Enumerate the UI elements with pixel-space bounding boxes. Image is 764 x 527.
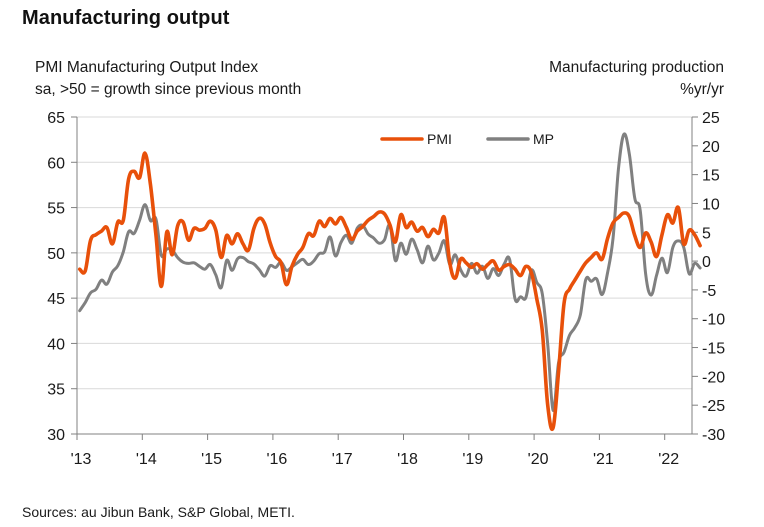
right-axis-tick-label: 25 — [702, 110, 720, 127]
right-axis-tick-label: -5 — [702, 283, 716, 300]
legend-label-mp: MP — [533, 131, 554, 147]
left-axis-tick-label: 65 — [47, 110, 65, 127]
x-axis-tick-label: '22 — [658, 451, 679, 468]
legend-label-pmi: PMI — [427, 131, 452, 147]
legend-item-pmi: PMI — [380, 131, 452, 147]
right-axis-subtitle-line-2: %yr/yr — [680, 81, 724, 98]
left-axis-subtitle-line-1: PMI Manufacturing Output Index — [35, 59, 259, 76]
x-axis-tick-label: '20 — [528, 451, 549, 468]
x-axis-tick-label: '18 — [397, 451, 418, 468]
legend: PMI MP — [380, 131, 554, 147]
right-axis-tick-label: -15 — [702, 341, 725, 358]
x-axis-tick-label: '21 — [593, 451, 614, 468]
series-line-pmi — [77, 151, 702, 431]
right-axis-tick-label: -30 — [702, 427, 725, 444]
x-axis-tick-label: '13 — [71, 451, 92, 468]
right-axis-tick-label: 10 — [702, 196, 720, 213]
series-line-mp — [78, 132, 702, 412]
left-axis-tick-label: 40 — [47, 336, 65, 353]
source-note: Sources: au Jibun Bank, S&P Global, METI… — [22, 504, 295, 520]
left-axis-subtitle: PMI Manufacturing Output Index sa, >50 =… — [35, 57, 301, 101]
left-axis-tick-label: 35 — [47, 382, 65, 399]
right-axis-tick-label: 5 — [702, 225, 711, 242]
left-axis-tick-label: 50 — [47, 246, 65, 263]
x-axis-tick-label: '19 — [462, 451, 483, 468]
left-axis-tick-label: 45 — [47, 291, 65, 308]
chart-title: Manufacturing output — [22, 7, 230, 29]
axes: 30 35 40 45 50 55 60 65 -30 -25 -20 -15 -10 -5 0 5 10 15 2… — [47, 110, 725, 468]
right-axis-tick-label: -20 — [702, 369, 725, 386]
x-axis-tick-label: '14 — [136, 451, 157, 468]
right-axis-tick-label: 15 — [702, 168, 720, 185]
right-axis-subtitle: Manufacturing production %yr/yr — [549, 57, 724, 101]
left-axis-tick-label: 55 — [47, 201, 65, 218]
left-axis-tick-label: 30 — [47, 427, 65, 444]
series-lines — [77, 132, 702, 431]
right-axis-tick-label: -25 — [702, 398, 725, 415]
x-axis-tick-label: '16 — [266, 451, 287, 468]
left-axis-subtitle-line-2: sa, >50 = growth since previous month — [35, 81, 302, 98]
left-axis-tick-label: 60 — [47, 155, 65, 172]
legend-item-mp: MP — [486, 131, 554, 147]
x-axis-tick-label: '17 — [332, 451, 353, 468]
right-axis-tick-label: 20 — [702, 139, 720, 156]
right-axis-tick-label: -10 — [702, 312, 725, 329]
right-axis-tick-label: 0 — [702, 254, 711, 271]
gridlines — [77, 116, 692, 390]
right-axis-subtitle-line-1: Manufacturing production — [549, 59, 724, 76]
x-axis-tick-label: '15 — [201, 451, 222, 468]
